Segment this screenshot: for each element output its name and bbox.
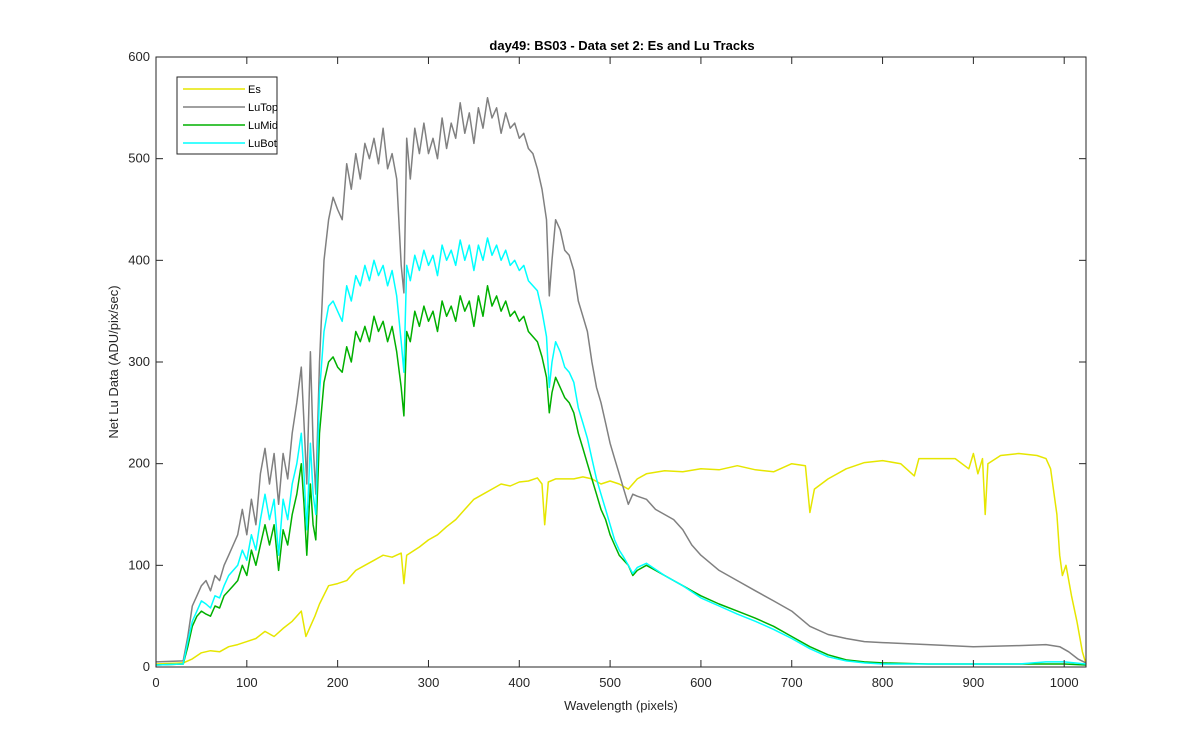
x-tick-label: 700: [781, 675, 803, 690]
x-tick-label: 0: [152, 675, 159, 690]
legend-label-lutop: LuTop: [248, 102, 278, 114]
y-tick-label: 100: [128, 557, 150, 572]
series-layer: [155, 96, 1087, 666]
x-tick-label: 200: [327, 675, 349, 690]
y-axis-label: Net Lu Data (ADU/pix/sec): [106, 285, 121, 438]
y-axis: 0 100 200 300 400 500 600: [128, 49, 1086, 674]
series-line-lumid: [155, 285, 1087, 666]
series-line-es: [155, 452, 1087, 665]
series-line-lubot: [155, 237, 1087, 666]
x-tick-label: 400: [508, 675, 530, 690]
series-line-lutop: [155, 96, 1087, 664]
plot-area: [156, 57, 1086, 667]
x-tick-label: 500: [599, 675, 621, 690]
x-tick-label: 900: [963, 675, 985, 690]
y-tick-label: 600: [128, 49, 150, 64]
x-tick-label: 1000: [1050, 675, 1079, 690]
y-tick-label: 0: [143, 659, 150, 674]
x-axis-label: Wavelength (pixels): [564, 698, 678, 713]
x-tick-label: 300: [418, 675, 440, 690]
y-tick-label: 300: [128, 354, 150, 369]
x-tick-label: 600: [690, 675, 712, 690]
legend-label-lubot: LuBot: [248, 138, 277, 150]
legend: Es LuTop LuMid LuBot: [176, 76, 278, 155]
legend-label-es: Es: [248, 84, 261, 96]
x-axis: 0 100 200 300 400 500 600 700 800 900 1000: [152, 57, 1079, 690]
y-tick-label: 500: [128, 151, 150, 166]
x-tick-label: 800: [872, 675, 894, 690]
legend-label-lumid: LuMid: [248, 120, 278, 132]
y-tick-label: 400: [128, 252, 150, 267]
x-tick-label: 100: [236, 675, 258, 690]
legend-box: [176, 76, 278, 155]
y-tick-label: 200: [128, 456, 150, 471]
chart-title: day49: BS03 - Data set 2: Es and Lu Trac…: [489, 38, 754, 53]
